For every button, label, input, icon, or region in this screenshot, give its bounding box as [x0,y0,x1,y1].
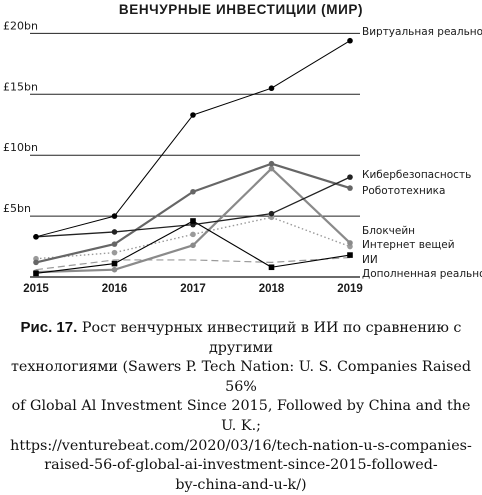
series-label: Кибербезопасность [362,169,471,181]
data-point [111,249,118,256]
x-tick-label: 2018 [259,283,285,295]
chart-title: ВЕНЧУРНЫЕ ИНВЕСТИЦИИ (МИР) [119,2,363,17]
series-label: Робототехника [362,185,445,197]
data-point [190,188,196,195]
series-line [35,40,351,238]
series-lines [33,37,353,277]
x-tick-label: 2016 [102,283,128,295]
series-line [35,256,351,271]
data-point [190,242,196,249]
x-axis-ticks: 2015 2016 2017 2018 2019 [23,283,363,295]
data-point [347,174,353,180]
series-3 [33,160,353,266]
series-6 [33,37,353,240]
series-label: Виртуальная реальность [362,26,482,38]
data-point [268,85,275,92]
x-tick-label: 2019 [337,283,363,295]
y-tick-label: £15bn [3,80,38,93]
caption-text: Рост венчурных инвестиций в ИИ по сравне… [10,320,472,493]
data-point [111,266,118,273]
data-point [190,231,196,238]
data-point [268,160,275,167]
y-tick-label: £10bn [3,141,38,154]
data-point [190,112,196,118]
series-label: Интернет вещей [362,239,455,251]
data-point [111,260,118,267]
data-point [347,37,353,44]
data-point [268,264,275,271]
series-line [35,216,351,260]
data-point [111,213,118,219]
series-7 [35,256,351,271]
series-line [35,176,351,238]
data-point [347,252,353,258]
data-point [268,210,275,217]
line-chart: ВЕНЧУРНЫЕ ИНВЕСТИЦИИ (МИР) £5bn £10bn £15b… [3,2,482,295]
data-point [268,165,275,172]
data-point [347,240,353,246]
data-point [347,185,353,191]
data-point [33,270,39,277]
y-tick-label: £20bn [3,19,38,32]
series-labels: Виртуальная реальность Кибербезопасность Р… [362,26,482,280]
data-point [111,241,118,247]
series-1 [33,218,353,277]
series-label: Дополненная реальность [362,268,482,280]
series-label: ИИ [362,254,378,266]
caption-label: Рис. 17. [20,319,78,336]
data-point [33,259,39,266]
y-axis-ticks: £5bn £10bn £15bn £20bn [3,19,38,215]
data-point [190,218,196,224]
figure-caption: Рис. 17. Рост венчурных инвестиций в ИИ … [6,318,476,495]
y-tick-label: £5bn [3,202,31,215]
x-tick-label: 2017 [180,283,206,295]
data-point [111,229,118,235]
data-point [33,234,39,240]
gridlines [30,32,360,278]
x-tick-label: 2015 [23,283,49,295]
series-2 [33,174,353,240]
series-label: Блокчейн [362,225,415,237]
